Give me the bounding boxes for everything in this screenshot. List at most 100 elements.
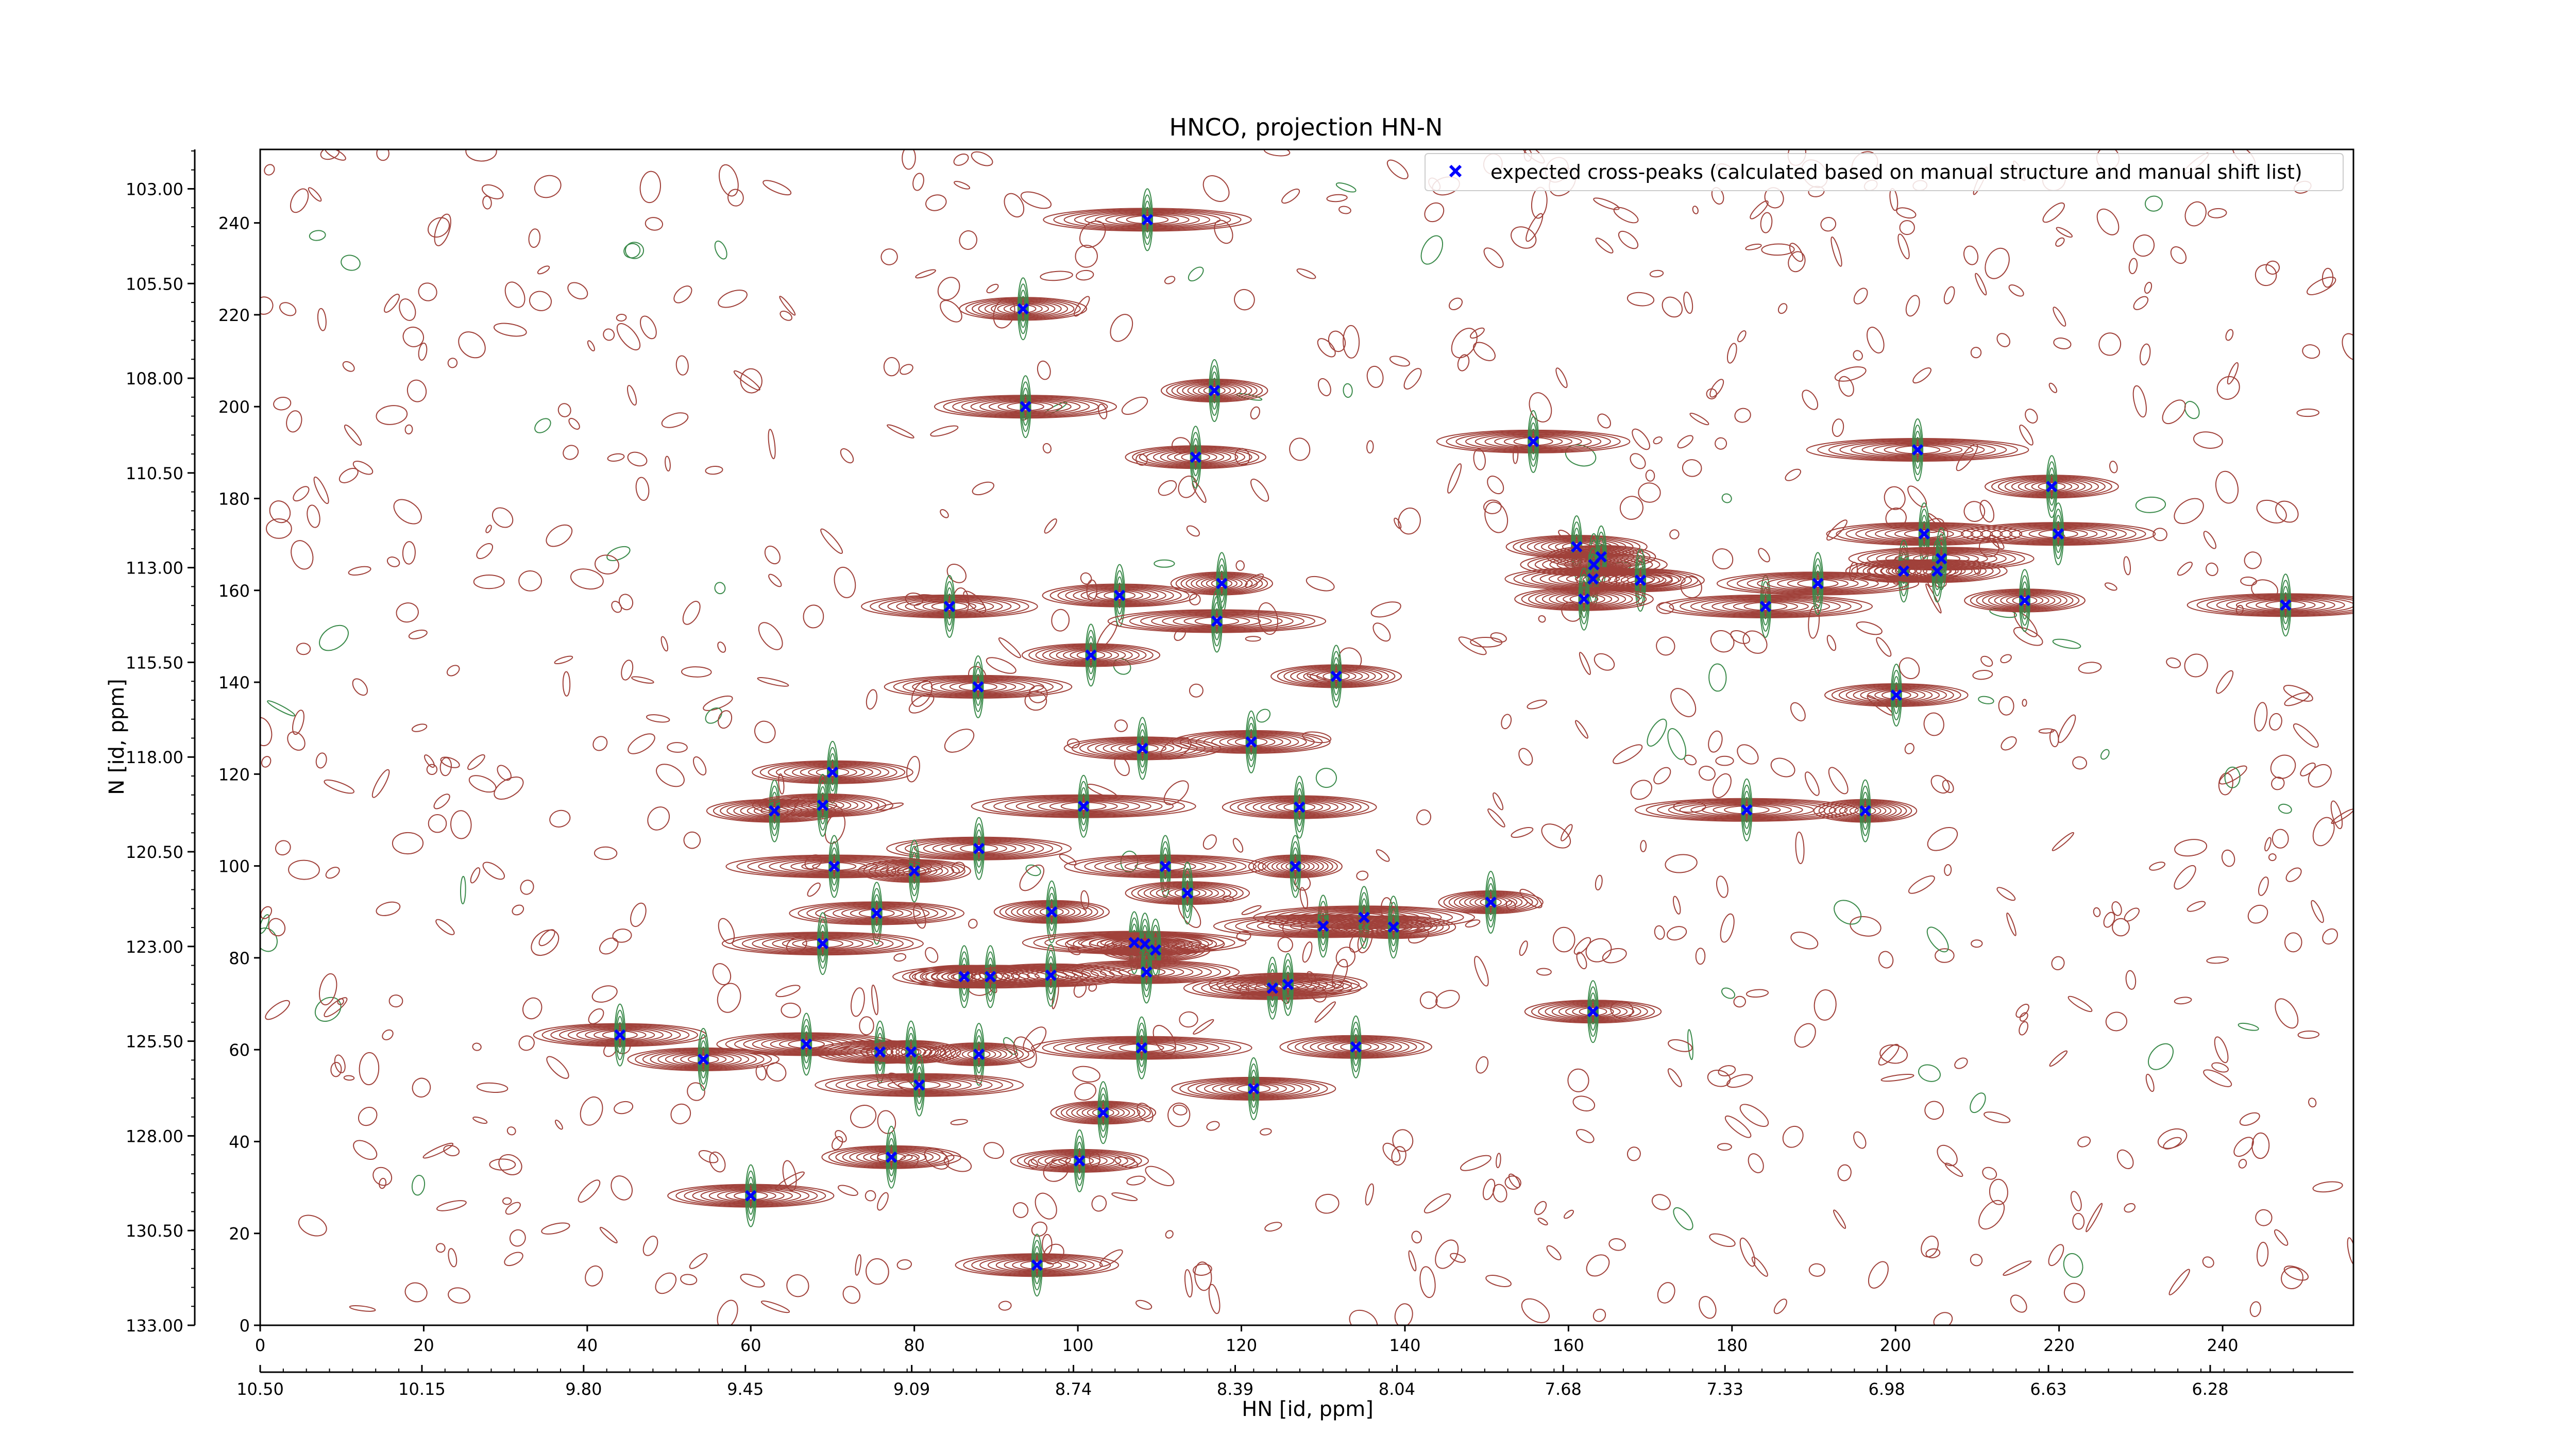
peak-contour-ring (858, 908, 895, 918)
peak-contour-ring (1203, 734, 1299, 750)
noise-contour (2247, 904, 2268, 924)
noise-contour (1451, 328, 1478, 359)
noise-contour (1370, 601, 1401, 618)
y-index-tick-label: 40 (229, 1132, 250, 1152)
peak-contour-ring (961, 1049, 996, 1060)
peak-contour-ring (1087, 739, 1198, 758)
x-axis-ppm: 10.50 10.15 9.80 9.45 9.09 8.74 8.39 8.04 7.68 7.… (236, 1365, 2353, 1399)
noise-contour (719, 164, 739, 197)
peak-contour-group (1658, 575, 1873, 638)
noise-contour (925, 194, 947, 211)
noise-contour (260, 906, 273, 919)
peak-contour-vertical (1331, 651, 1341, 702)
noise-contour (714, 240, 727, 260)
peak-contour-ring (912, 678, 1044, 696)
y-ppm-tick-label: 133.00 (126, 1316, 183, 1336)
peak-contour-group (1064, 835, 1267, 898)
peak-contour-ring (1576, 568, 1705, 593)
peak-contour-ring (1103, 741, 1182, 756)
peak-contour-ring (1131, 882, 1244, 904)
peak-contour-vertical (829, 753, 836, 791)
noise-contour (1905, 295, 1920, 317)
noise-contour (1710, 630, 1735, 653)
peak-contour-group (1436, 410, 1631, 473)
peak-contour-ring (1272, 980, 1304, 989)
noise-contour (1896, 207, 1917, 219)
peak-contour-ring (1065, 1156, 1094, 1166)
peak-contour-vertical (1266, 956, 1278, 1020)
noise-contour (1826, 519, 1848, 541)
peak-contour-ring (1657, 800, 1837, 820)
noise-contour (2283, 1266, 2309, 1281)
y-index-tick-label: 80 (229, 949, 250, 968)
peak-contour-ring (1175, 572, 1268, 595)
peak-contour-group (884, 655, 1073, 718)
noise-contour (631, 676, 654, 684)
noise-contour (2227, 362, 2239, 385)
noise-contour (1258, 602, 1279, 635)
peak-contour-ring (541, 1024, 699, 1046)
peak-contour-ring (1056, 648, 1126, 663)
peak-contour-ring (1095, 212, 1200, 227)
noise-contour (512, 904, 524, 916)
cross-peak-marker (1387, 921, 1399, 933)
peak-contour-ring (997, 401, 1054, 412)
peak-contour-ring (943, 396, 1108, 418)
noise-contour (2072, 756, 2088, 770)
noise-contour (2270, 754, 2296, 779)
peak-contour-ring (856, 1150, 927, 1165)
noise-contour (472, 1116, 488, 1124)
noise-contour (269, 500, 291, 524)
cross-peak-marker (614, 1029, 626, 1041)
peak-contour-vertical (615, 1009, 625, 1060)
cross-peak-marker (1266, 982, 1278, 994)
noise-contour (682, 601, 701, 625)
noise-contour (1899, 657, 1920, 680)
noise-contour (1391, 1146, 1406, 1166)
peak-contour-ring (1316, 671, 1357, 682)
noise-contour (718, 918, 735, 944)
peak-contour-ring (913, 600, 986, 613)
peak-contour-ring (895, 837, 1063, 859)
peak-contour-group (721, 912, 924, 975)
noise-contour (2203, 1069, 2232, 1087)
peak-contour-ring (897, 1081, 941, 1090)
noise-contour (2193, 431, 2223, 449)
noise-contour (1789, 243, 1804, 262)
noise-contour (611, 1175, 633, 1201)
noise-contour (319, 625, 349, 651)
noise-contour (2123, 556, 2131, 576)
peak-contour-ring (945, 1046, 1013, 1062)
peak-contour-vertical (2021, 581, 2028, 620)
peak-contour-ring (798, 902, 956, 924)
peak-contour-vertical (831, 847, 838, 886)
noise-contour (1519, 940, 1528, 956)
noise-contour (1537, 1218, 1548, 1226)
peak-contour-ring (1192, 384, 1236, 397)
y-ppm-tick-label: 105.50 (126, 274, 183, 294)
x-ppm-tick-label: 9.80 (565, 1379, 602, 1399)
peak-contour-ring (1191, 575, 1253, 592)
peak-contour-ring (1960, 522, 2156, 546)
peak-contour-ring (1514, 587, 1654, 611)
noise-contour (393, 499, 422, 525)
noise-contour (1074, 1083, 1097, 1101)
cross-peak-marker (913, 1079, 925, 1091)
noise-contour (1511, 226, 1537, 249)
noise-contour (718, 290, 748, 308)
noise-contour (1758, 548, 1770, 563)
peak-contour-vertical (2048, 467, 2056, 506)
noise-contour (1165, 1230, 1174, 1239)
y-index-tick-label: 160 (218, 581, 250, 601)
noise-contour (2053, 307, 2066, 327)
noise-contour (850, 1105, 877, 1128)
peak-contour-ring (1126, 215, 1169, 224)
peak-contour-group (1826, 502, 2023, 566)
cross-peak-marker (1812, 578, 1824, 589)
x-index-tick-label: 160 (1553, 1336, 1584, 1355)
noise-contour (2078, 662, 2102, 674)
peak-contour-ring (1557, 547, 1646, 567)
x-ppm-tick-label: 6.98 (1868, 1379, 1905, 1399)
noise-contour (599, 937, 619, 955)
cross-peak-marker (874, 1046, 886, 1058)
